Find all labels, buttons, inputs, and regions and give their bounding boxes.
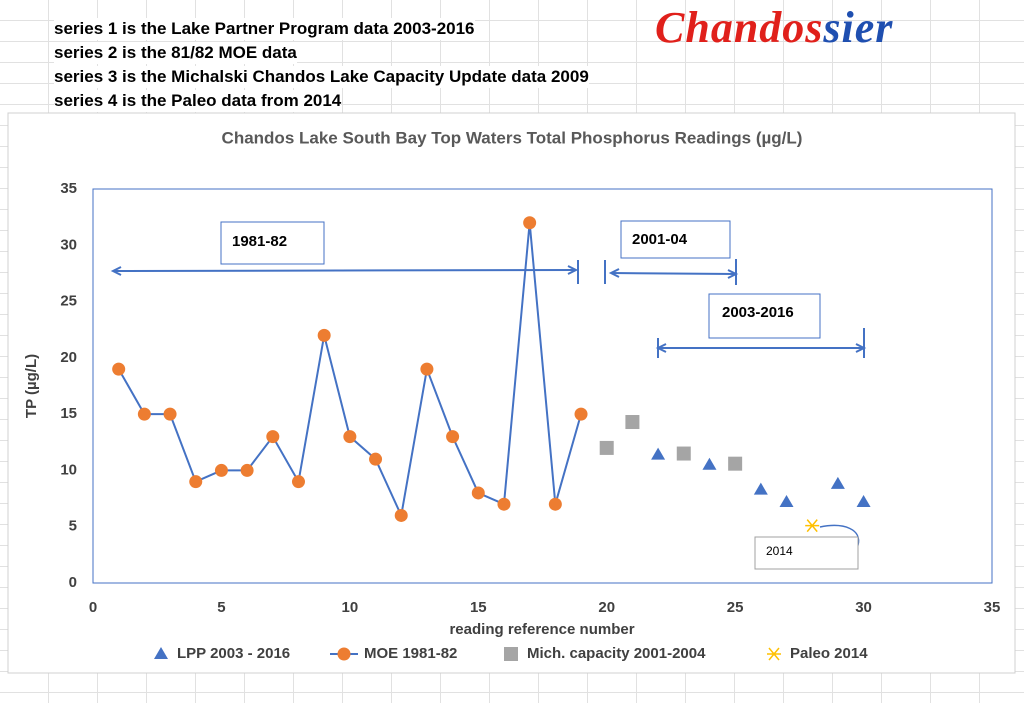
- marker: [112, 362, 126, 376]
- y-tick-label: 25: [60, 293, 77, 310]
- y-tick-label: 35: [60, 180, 77, 197]
- marker: [240, 463, 254, 477]
- marker: [676, 446, 691, 461]
- marker: [523, 216, 537, 230]
- marker: [702, 457, 717, 470]
- annotation: 2001-04: [632, 231, 688, 248]
- x-tick-label: 25: [727, 599, 744, 616]
- annotation-box: [220, 221, 325, 265]
- marker: [163, 407, 177, 421]
- y-axis-label: TP (µg/L): [23, 354, 40, 418]
- marker: [497, 497, 511, 511]
- note: series 2 is the 81/82 MOE data: [54, 42, 297, 64]
- x-tick-label: 20: [598, 599, 615, 616]
- marker: [369, 452, 383, 466]
- legend-marker: [504, 647, 518, 661]
- legend-label: MOE 1981-82: [364, 645, 457, 662]
- annotation-box: [620, 220, 731, 259]
- marker: [599, 440, 614, 455]
- marker: [214, 463, 228, 477]
- marker: [625, 415, 640, 430]
- marker: [728, 456, 743, 471]
- y-tick-label: 5: [69, 518, 77, 535]
- marker: [343, 430, 357, 444]
- marker: [574, 407, 588, 421]
- note: series 4 is the Paleo data from 2014: [54, 90, 342, 112]
- legend-marker: [154, 647, 168, 659]
- logo: Chandossier: [655, 2, 893, 53]
- x-tick-label: 30: [855, 599, 872, 616]
- marker: [471, 486, 485, 500]
- marker: [548, 497, 562, 511]
- marker: [420, 362, 434, 376]
- legend-marker: [767, 647, 781, 661]
- marker: [651, 447, 666, 460]
- chart-area: [7, 112, 1016, 674]
- chart-title: Chandos Lake South Bay Top Waters Total …: [222, 128, 803, 147]
- annotation: 2014: [766, 544, 793, 558]
- annotation: 1981-82: [232, 233, 287, 250]
- x-axis-label: reading reference number: [449, 621, 634, 638]
- marker: [779, 494, 794, 507]
- legend-label: Paleo 2014: [790, 645, 868, 662]
- logo-text: sier: [823, 3, 894, 52]
- annotation-box: [708, 293, 821, 339]
- y-tick-label: 15: [60, 405, 77, 422]
- y-tick-label: 30: [60, 236, 77, 253]
- marker: [137, 407, 151, 421]
- legend-label: LPP 2003 - 2016: [177, 645, 290, 662]
- annotation-box: [754, 536, 859, 570]
- marker: [394, 508, 408, 522]
- y-tick-label: 20: [60, 349, 77, 366]
- x-tick-label: 0: [89, 599, 97, 616]
- marker: [189, 475, 203, 489]
- note: series 1 is the Lake Partner Program dat…: [54, 18, 475, 40]
- marker: [830, 476, 845, 489]
- logo-text: Chandos: [655, 3, 824, 52]
- x-tick-label: 10: [342, 599, 359, 616]
- annotation-arrows: [110, 259, 867, 563]
- marker: [266, 430, 280, 444]
- x-tick-label: 15: [470, 599, 487, 616]
- y-tick-label: 0: [69, 574, 77, 591]
- marker: [753, 482, 768, 495]
- legend-label: Mich. capacity 2001-2004: [527, 645, 706, 662]
- legend-marker: [337, 647, 351, 661]
- marker: [291, 475, 305, 489]
- y-tick-label: 10: [60, 461, 77, 478]
- note: series 3 is the Michalski Chandos Lake C…: [54, 66, 589, 88]
- marker: [805, 519, 820, 533]
- x-tick-label: 35: [984, 599, 1001, 616]
- marker: [446, 430, 460, 444]
- annotation: 2003-2016: [722, 304, 794, 321]
- x-tick-label: 5: [217, 599, 225, 616]
- marker: [317, 328, 331, 342]
- plot-area: [92, 188, 993, 584]
- marker: [856, 494, 871, 507]
